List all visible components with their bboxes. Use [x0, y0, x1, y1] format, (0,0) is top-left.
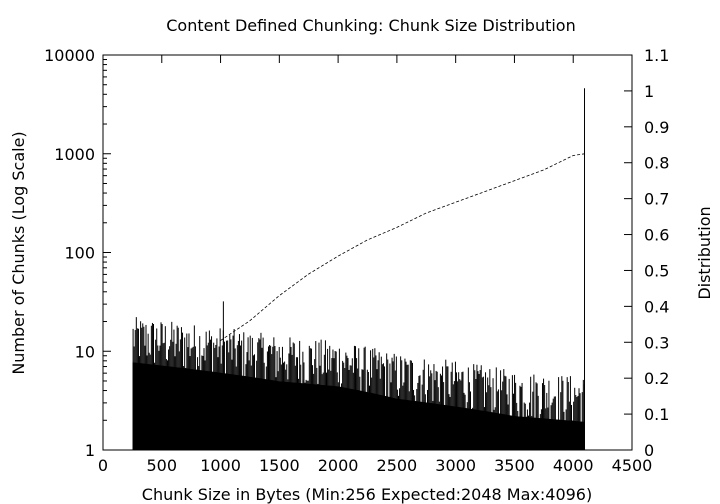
- y-axis-left: 1 10 100 1000 10000: [44, 46, 111, 460]
- x-tick-label: 4000: [553, 456, 594, 475]
- x-axis-label: Chunk Size in Bytes (Min:256 Expected:20…: [142, 485, 592, 504]
- y-tick-label: 10: [75, 342, 95, 361]
- y2-tick-label: 0.2: [644, 369, 669, 388]
- distribution-line: [220, 153, 585, 341]
- y2-tick-label: 0.8: [644, 154, 669, 173]
- x-tick-label: 1000: [200, 456, 241, 475]
- x-axis: 0 500 1000 1500 2000 2500 3000 3500 4000 4500: [98, 55, 652, 475]
- y2-tick-label: 1: [644, 82, 654, 101]
- y2-tick-label: 0.3: [644, 333, 669, 352]
- y-axis-label: Number of Chunks (Log Scale): [9, 131, 28, 374]
- y2-tick-label: 0.1: [644, 405, 669, 424]
- y2-tick-label: 0.6: [644, 226, 669, 245]
- y-axis-right: 0 0.1 0.2 0.3 0.4 0.5 0.6 0.7 0.8 0.9 1 1.1: [624, 46, 669, 460]
- y2-tick-label: 1.1: [644, 46, 669, 65]
- x-tick-label: 3500: [494, 456, 535, 475]
- y-tick-label: 1: [85, 441, 95, 460]
- y2-tick-label: 0.9: [644, 118, 669, 137]
- x-tick-label: 1500: [259, 456, 300, 475]
- x-tick-label: 3000: [435, 456, 476, 475]
- chart-title: Content Defined Chunking: Chunk Size Dis…: [166, 16, 575, 35]
- y-tick-label: 10000: [44, 46, 95, 65]
- x-tick-label: 4500: [612, 456, 653, 475]
- y2-tick-label: 0.4: [644, 297, 669, 316]
- x-tick-label: 500: [147, 456, 178, 475]
- y2-tick-label: 0: [644, 441, 654, 460]
- y2-tick-label: 0.7: [644, 190, 669, 209]
- y2-tick-label: 0.5: [644, 261, 669, 280]
- y-tick-label: 100: [64, 244, 95, 263]
- x-tick-label: 2500: [377, 456, 418, 475]
- y2-axis-label: Distribution: [695, 206, 714, 299]
- histogram-bars: [132, 88, 586, 450]
- x-tick-label: 0: [98, 456, 108, 475]
- y-tick-label: 1000: [54, 145, 95, 164]
- x-tick-label: 2000: [318, 456, 359, 475]
